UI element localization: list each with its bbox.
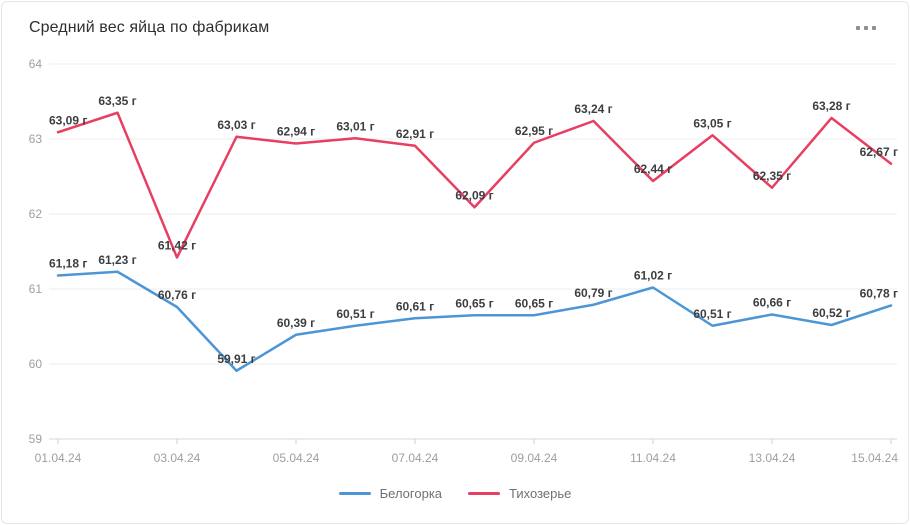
data-label-series-0: 60,52 г [812,306,850,320]
data-label-series-1: 62,95 г [515,124,553,138]
data-label-series-1: 63,24 г [574,102,612,116]
data-label-series-0: 61,23 г [98,253,136,267]
data-label-series-0: 60,76 г [158,288,196,302]
data-label-series-1: 61,42 г [158,239,196,253]
card-header: Средний вес яйца по фабрикам [2,2,908,48]
data-label-series-1: 62,09 г [455,188,493,202]
x-axis-tick-label: 01.04.24 [35,451,82,465]
legend-label: Тихозерье [509,485,572,501]
data-label-series-0: 60,51 г [336,307,374,321]
x-axis-tick-label: 09.04.24 [511,451,558,465]
data-label-series-0: 61,18 г [49,257,87,271]
y-axis-tick-label: 63 [29,132,43,146]
data-label-series-1: 62,35 г [753,169,791,183]
x-axis-tick-label: 11.04.24 [630,451,676,465]
data-label-series-0: 60,39 г [277,316,315,330]
data-label-series-1: 62,67 г [860,145,898,159]
data-label-series-1: 63,05 г [693,116,731,130]
data-label-series-0: 61,02 г [634,269,672,283]
data-label-series-0: 60,79 г [574,286,612,300]
x-axis-tick-label: 05.04.24 [273,451,320,465]
data-label-series-0: 60,65 г [455,296,493,310]
x-axis-tick-label: 07.04.24 [392,451,439,465]
series-line-0[interactable] [56,270,893,372]
data-label-series-1: 63,09 г [49,113,87,127]
data-label-series-1: 63,01 г [336,119,374,133]
legend-label: Белогорка [379,485,443,501]
x-axis-tick-label: 15.04.24 [851,451,898,465]
series-line-1[interactable] [56,111,893,259]
data-label-series-1: 62,44 г [634,162,672,176]
data-label-series-1: 62,91 г [396,127,434,141]
data-label-series-1: 63,03 г [217,118,255,132]
data-label-series-1: 63,28 г [812,99,850,113]
legend-item-1[interactable]: Тихозерье [468,486,571,501]
legend-item-0[interactable]: Белогорка [338,485,443,501]
legend-swatch-icon [338,491,371,495]
y-axis-tick-label: 60 [29,357,43,371]
data-label-series-0: 60,66 г [753,296,791,310]
y-axis-tick-label: 61 [29,282,43,296]
y-axis-tick-label: 64 [29,57,43,71]
data-label-series-1: 62,94 г [277,125,315,139]
x-axis-tick-label: 03.04.24 [154,451,201,465]
options-menu-button[interactable] [852,20,880,36]
data-label-series-0: 60,51 г [693,307,731,321]
data-label-series-0: 59,91 г [217,352,255,366]
y-axis-tick-label: 62 [29,207,43,221]
chart-title: Средний вес яйца по фабрикам [29,19,270,36]
legend: Белогорка Тихозерье [2,479,908,507]
x-axis-tick-label: 13.04.24 [749,451,796,465]
data-label-series-0: 60,78 г [860,287,898,301]
data-label-series-1: 63,35 г [98,94,136,108]
data-label-series-0: 60,65 г [515,296,553,310]
data-label-series-0: 60,61 г [396,299,434,313]
legend-swatch-icon [468,491,501,495]
ellipsis-icon [864,26,868,30]
ellipsis-icon [856,26,860,30]
ellipsis-icon [872,26,876,30]
y-axis-tick-label: 59 [29,432,43,446]
